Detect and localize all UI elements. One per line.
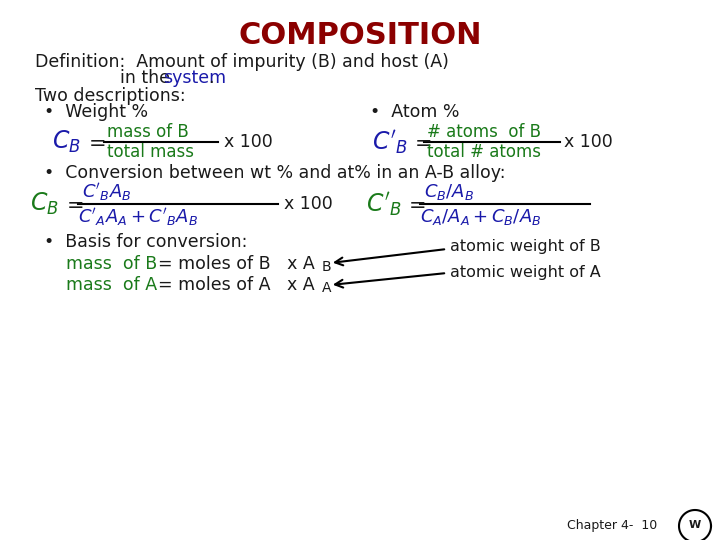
Text: $C_A/A_A + C_B/A_B$: $C_A/A_A + C_B/A_B$	[420, 207, 541, 227]
Text: Chapter 4-  10: Chapter 4- 10	[567, 518, 657, 531]
Text: atomic weight of B: atomic weight of B	[450, 240, 600, 254]
Text: W: W	[689, 520, 701, 530]
Text: # atoms  of B: # atoms of B	[427, 123, 541, 141]
Text: $C_B/A_B$: $C_B/A_B$	[424, 182, 474, 202]
Text: x 100: x 100	[284, 195, 333, 213]
Text: $C'_B$: $C'_B$	[372, 128, 408, 156]
Text: •  Atom %: • Atom %	[370, 103, 459, 121]
Text: $C_B$: $C_B$	[30, 191, 59, 217]
Text: x 100: x 100	[564, 133, 613, 151]
Text: A: A	[322, 281, 331, 295]
Text: $=$: $=$	[84, 132, 105, 152]
Text: atomic weight of A: atomic weight of A	[450, 265, 600, 280]
Text: mass of B: mass of B	[107, 123, 189, 141]
Text: $C_B$: $C_B$	[52, 129, 81, 155]
Text: mass  of A: mass of A	[66, 276, 157, 294]
Text: •  Conversion between wt % and at% in an A-B alloy:: • Conversion between wt % and at% in an …	[44, 164, 505, 182]
Text: system: system	[163, 69, 226, 87]
Text: $C'_A A_A + C'_B A_B$: $C'_A A_A + C'_B A_B$	[78, 206, 198, 228]
Text: •  Basis for conversion:: • Basis for conversion:	[44, 233, 248, 251]
Text: Definition:  Amount of impurity (B) and host (A): Definition: Amount of impurity (B) and h…	[35, 53, 449, 71]
Text: $=$: $=$	[410, 132, 431, 152]
Text: $C'_B A_B$: $C'_B A_B$	[82, 181, 131, 203]
Text: Two descriptions:: Two descriptions:	[35, 87, 186, 105]
Text: •  Weight %: • Weight %	[44, 103, 148, 121]
Text: total # atoms: total # atoms	[427, 143, 541, 161]
Text: = moles of B   x A: = moles of B x A	[158, 255, 315, 273]
Text: .: .	[208, 69, 214, 87]
Text: $=$: $=$	[62, 194, 84, 214]
Text: = moles of A   x A: = moles of A x A	[158, 276, 315, 294]
Text: B: B	[322, 260, 332, 274]
Text: $=$: $=$	[404, 194, 426, 214]
Text: total mass: total mass	[107, 143, 194, 161]
Text: in the: in the	[120, 69, 176, 87]
Text: $C'_B$: $C'_B$	[366, 190, 402, 218]
Text: mass  of B: mass of B	[66, 255, 157, 273]
Text: COMPOSITION: COMPOSITION	[238, 21, 482, 50]
Text: x 100: x 100	[224, 133, 273, 151]
